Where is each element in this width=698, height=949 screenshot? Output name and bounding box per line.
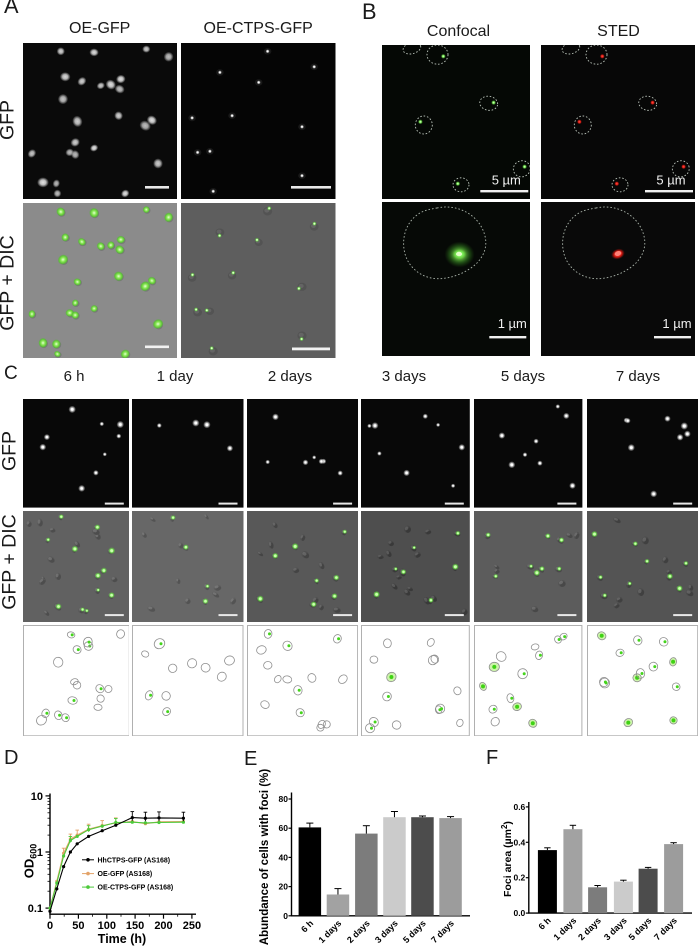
svg-text:100: 100 (98, 920, 116, 932)
svg-text:OE-CTPS-GFP (AS168): OE-CTPS-GFP (AS168) (98, 885, 174, 892)
svg-text:0: 0 (47, 920, 53, 932)
svg-text:50: 50 (72, 920, 84, 932)
svg-text:10: 10 (31, 791, 43, 803)
svg-text:3 days: 3 days (602, 915, 629, 942)
svg-text:0.2: 0.2 (513, 873, 525, 883)
svg-text:7 days: 7 days (652, 915, 679, 942)
svg-text:5 days: 5 days (401, 918, 428, 945)
svg-text:7 days: 7 days (429, 918, 456, 945)
svg-text:0.6: 0.6 (513, 802, 525, 812)
svg-text:2 days: 2 days (576, 915, 603, 942)
svg-text:0: 0 (283, 911, 288, 921)
svg-text:6 h: 6 h (537, 915, 553, 931)
svg-text:2 days: 2 days (345, 918, 372, 945)
svg-text:20: 20 (279, 882, 289, 892)
svg-text:1 µm: 1 µm (662, 316, 691, 331)
svg-text:6 h: 6 h (299, 918, 315, 934)
svg-text:250: 250 (183, 920, 201, 932)
svg-text:1 days: 1 days (316, 918, 343, 945)
svg-text:Time (h): Time (h) (98, 932, 146, 946)
svg-text:3 days: 3 days (373, 918, 400, 945)
svg-text:40: 40 (279, 852, 289, 862)
svg-text:0.4: 0.4 (513, 837, 525, 847)
svg-text:1: 1 (37, 847, 43, 859)
svg-text:0.1: 0.1 (28, 903, 43, 915)
svg-text:5 days: 5 days (627, 915, 654, 942)
svg-text:5 µm: 5 µm (656, 172, 685, 187)
svg-text:5 µm: 5 µm (492, 172, 521, 187)
svg-text:60: 60 (279, 823, 289, 833)
svg-text:200: 200 (154, 920, 172, 932)
svg-text:150: 150 (126, 920, 144, 932)
svg-text:80: 80 (279, 794, 289, 804)
svg-text:OE-GFP (AS168): OE-GFP (AS168) (98, 871, 153, 878)
svg-text:1 days: 1 days (551, 915, 578, 942)
svg-text:HhCTPS-GFP (AS168): HhCTPS-GFP (AS168) (98, 857, 171, 864)
svg-text:0.0: 0.0 (513, 908, 525, 918)
svg-text:1 µm: 1 µm (498, 316, 527, 331)
